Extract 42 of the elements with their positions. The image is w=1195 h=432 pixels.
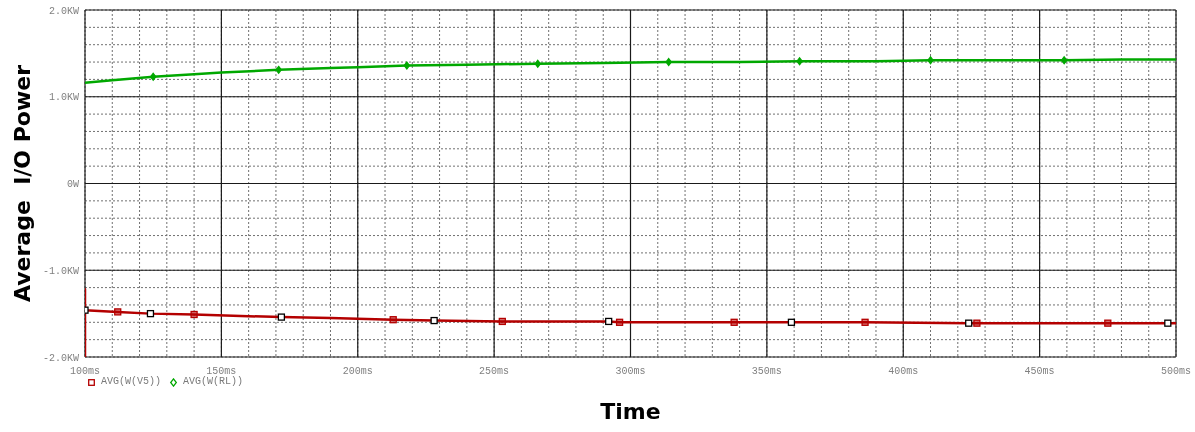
x-tick-label: 200ms [342,365,373,377]
y-tick-label: 1.0KW [48,92,79,104]
x-tick-label: 350ms [751,365,782,377]
legend-label: AVG(W(RL)) [183,376,244,388]
point [275,65,282,74]
point [1104,319,1112,327]
point [146,309,155,318]
x-tick-label: 300ms [615,365,646,377]
point [665,58,672,67]
x-tick-label: 400ms [888,365,919,377]
point [730,318,738,326]
point [965,319,973,327]
point [796,57,803,66]
point [430,316,438,325]
x-tick-label: 100ms [69,365,101,377]
y-axis-title: Average I/O Power [9,64,35,303]
y-tick-label: 0W [66,179,79,190]
point [389,316,397,324]
x-tick-label: 150ms [206,365,237,377]
point [403,61,411,70]
x-tick-label: 500ms [1160,365,1192,377]
point [927,56,934,65]
y-tick-label: 2.0KW [48,5,79,17]
y-tick-label: -1.0KW [42,265,79,277]
point [1060,56,1068,65]
point [1164,319,1172,327]
point [787,318,796,326]
point [149,72,157,81]
point [114,308,122,316]
x-tick-label: 250ms [479,365,510,377]
point [973,319,981,327]
point [277,313,286,321]
point [605,317,613,326]
y-tick-label: -2.0KW [42,352,79,364]
legend-label: AVG(W(V5)) [101,376,162,388]
point [534,59,542,68]
x-tick-label: 450ms [1024,365,1055,377]
x-axis-title: Time [600,398,661,424]
point [498,317,506,326]
point [861,318,869,326]
point [190,310,198,319]
point [615,318,624,326]
